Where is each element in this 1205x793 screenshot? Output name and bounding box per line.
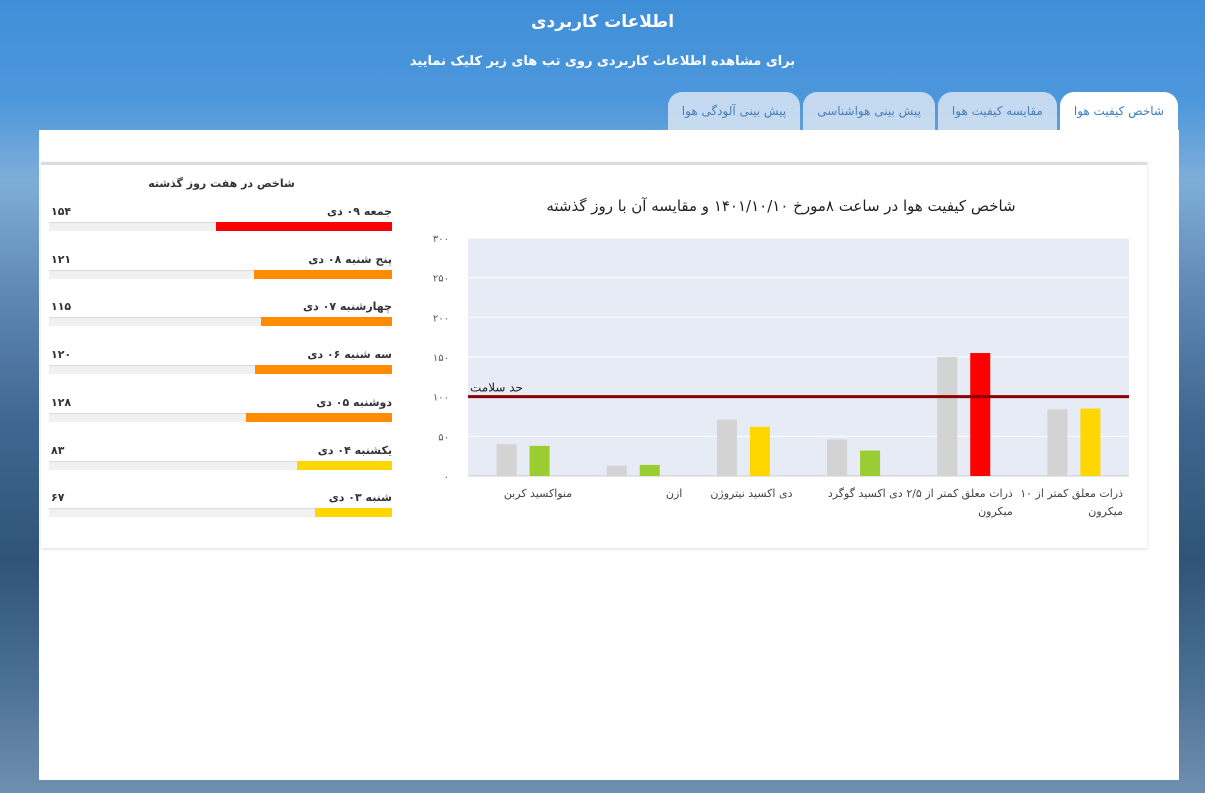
day-row: پنج شنبه ۰۸ دی ۱۲۱ (49, 253, 394, 281)
y-tick-label: ۲۰۰ (433, 313, 449, 324)
bar[interactable] (860, 450, 881, 476)
y-tick-label: ۱۰۰ (433, 393, 449, 404)
y-tick-label: ۵۰ (438, 432, 449, 443)
day-label: سه شنبه ۰۶ دی (307, 348, 392, 362)
y-tick-label: ۱۵۰ (433, 353, 449, 364)
day-row: دوشنبه ۰۵ دی ۱۲۸ (49, 396, 394, 424)
threshold-label: حد سلامت (470, 381, 523, 395)
tab-weather-forecast[interactable]: پیش بینی هواشناسی (803, 92, 935, 130)
y-tick-label: ۰ (444, 472, 449, 483)
tab-content-panel: شاخص در هفت روز گذشته جمعه ۰۹ دی ۱۵۴ پنج ش… (39, 130, 1179, 780)
day-bar-track (49, 460, 392, 470)
air-quality-card: شاخص در هفت روز گذشته جمعه ۰۹ دی ۱۵۴ پنج ش… (41, 162, 1147, 548)
day-value: ۱۲۸ (51, 395, 72, 409)
day-row: یکشنبه ۰۴ دی ۸۳ (49, 444, 394, 472)
day-label: شنبه ۰۳ دی (328, 491, 392, 505)
x-tick-label: ازن (666, 487, 682, 500)
page-subtitle: برای مشاهده اطلاعات کاربردی روی تب های ز… (409, 54, 796, 69)
day-value: ۶۷ (51, 491, 65, 505)
day-label: یکشنبه ۰۴ دی (317, 443, 392, 457)
day-value: ۱۲۰ (51, 348, 72, 362)
x-tick-label: ذرات معلق کمتر از ۲/۵ (906, 487, 1013, 501)
x-tick-label: دی اکسید گوگرد (828, 487, 903, 500)
day-bar-track (49, 365, 392, 375)
x-tick-label: دی اکسید نیتروژن (710, 487, 792, 500)
day-value: ۸۳ (51, 443, 65, 457)
chart-title: شاخص کیفیت هوا در ساعت ۸مورخ ۱۴۰۱/۱۰/۱۰ … (546, 197, 1016, 215)
bar[interactable] (639, 464, 660, 476)
day-row: جمعه ۰۹ دی ۱۵۴ (49, 205, 394, 233)
x-tick-label: منواکسید کربن (504, 487, 572, 500)
day-bar-track (49, 222, 392, 231)
bar[interactable] (606, 465, 627, 476)
x-tick-label: میکرون (978, 505, 1013, 518)
tab-air-quality-comparison[interactable]: مقایسه کیفیت هوا (937, 92, 1057, 130)
bar[interactable] (496, 444, 517, 476)
day-bar-track (49, 317, 392, 327)
bar[interactable] (937, 357, 958, 476)
day-value: ۱۱۵ (51, 300, 72, 314)
day-label: چهارشنبه ۰۷ دی (303, 300, 392, 314)
bar[interactable] (749, 426, 770, 476)
day-bar-fill (254, 365, 392, 375)
day-bar-track (49, 508, 392, 518)
day-bar-fill (245, 412, 392, 422)
day-bar-fill (297, 460, 392, 470)
day-label: جمعه ۰۹ دی (326, 205, 392, 218)
day-bar-fill (260, 317, 392, 327)
bar[interactable] (529, 445, 550, 476)
day-row: سه شنبه ۰۶ دی ۱۲۰ (49, 348, 394, 376)
day-label: دوشنبه ۰۵ دی (316, 395, 392, 409)
day-row: چهارشنبه ۰۷ دی ۱۱۵ (49, 300, 394, 328)
aqi-chart-svg: ۰ ۵۰ ۱۰۰ ۱۵۰ ۲۰۰ ۲۵۰ ۳۰۰ منواکسید کربن ازن دی اکس… (433, 234, 1129, 518)
bar[interactable] (970, 353, 991, 476)
tab-air-quality-index[interactable]: شاخص کیفیت هوا (1059, 92, 1178, 130)
bar[interactable] (827, 439, 848, 476)
day-bar-fill (215, 222, 392, 231)
x-tick-label: ذرات معلق کمتر از ۱۰ (1020, 487, 1123, 501)
tab-bar: شاخص کیفیت هوا مقایسه کیفیت هوا پیش بینی… (667, 92, 1178, 130)
bar[interactable] (716, 419, 737, 476)
bar[interactable] (1080, 408, 1101, 476)
y-tick-label: ۳۰۰ (433, 234, 449, 245)
day-value: ۱۲۱ (51, 252, 72, 266)
aqi-chart: شاخص کیفیت هوا در ساعت ۸مورخ ۱۴۰۱/۱۰/۱۰ … (421, 165, 1141, 548)
seven-day-title: شاخص در هفت روز گذشته (148, 177, 295, 190)
y-tick-label: ۲۵۰ (433, 274, 449, 285)
bar[interactable] (1047, 409, 1068, 476)
day-bar-fill (253, 269, 392, 279)
day-bar-fill (315, 508, 392, 518)
day-value: ۱۵۴ (51, 205, 72, 218)
day-bar-track (49, 412, 392, 422)
page-title: اطلاعات کاربردی (530, 12, 675, 32)
x-tick-label: میکرون (1088, 505, 1123, 518)
day-bar-track (49, 269, 392, 279)
day-row: شنبه ۰۳ دی ۶۷ (49, 491, 394, 519)
tab-pollution-forecast[interactable]: پیش بینی آلودگی هوا (667, 92, 801, 130)
day-label: پنج شنبه ۰۸ دی (308, 252, 392, 266)
